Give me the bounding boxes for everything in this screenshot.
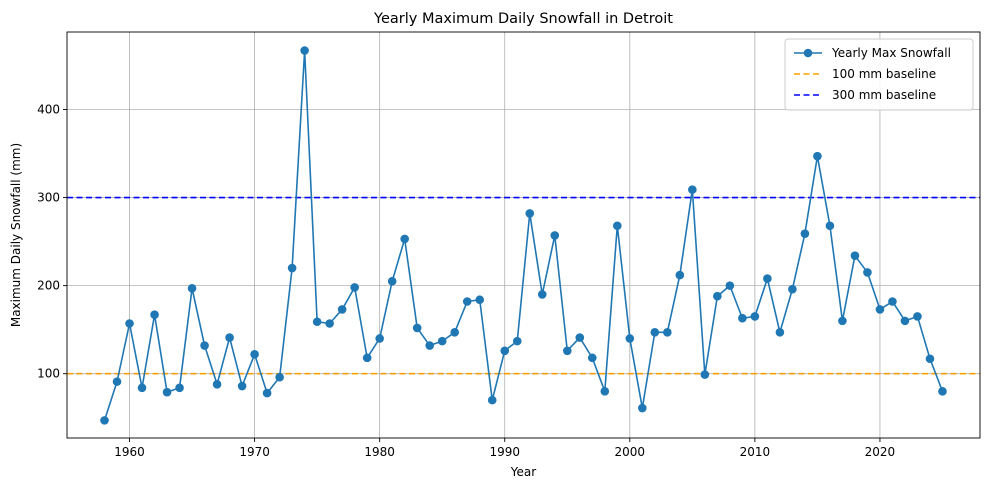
data-point [187,283,197,293]
data-point [850,251,860,260]
y-axis-label: Maximum Daily Snowfall (mm) [9,143,23,327]
data-point [663,328,672,337]
x-tick-label: 1990 [489,445,520,459]
data-point [650,328,660,337]
data-point [362,353,372,363]
data-point [175,383,184,393]
data-point [913,312,922,321]
data-point [750,312,760,321]
data-point [763,274,772,283]
data-point [275,372,284,382]
data-point [500,346,510,356]
data-point [112,377,122,386]
data-point [587,353,597,363]
data-point [575,333,585,342]
data-point [875,305,885,314]
data-point [788,284,797,294]
data-point [237,381,247,391]
data-point [150,310,159,320]
data-point [562,346,572,356]
data-point [312,317,322,327]
legend-label: 100 mm baseline [832,67,936,81]
x-tick-label: 1960 [114,445,145,459]
data-point [713,291,722,301]
data-point [838,316,847,326]
data-point [725,281,735,290]
x-tick-label: 2010 [740,445,771,459]
data-point [825,221,835,231]
data-point [200,341,209,350]
data-point [938,387,947,396]
x-axis-label: Year [510,465,536,479]
data-point [600,387,610,396]
data-point [162,387,172,397]
data-point [525,209,535,218]
data-point [250,350,259,359]
series-line [103,49,944,421]
x-tick-label: 1970 [239,445,270,459]
data-point [900,316,910,326]
y-tick-label: 200 [37,279,60,293]
data-point [775,328,785,337]
data-point [888,297,897,306]
data-point [462,297,472,306]
data-point [100,416,109,425]
y-tick-label: 100 [37,367,60,381]
data-point [287,263,297,273]
y-tick-label: 400 [37,103,60,117]
data-point [675,270,685,280]
data-point [625,334,635,343]
data-point [813,151,822,161]
legend-box [784,38,974,111]
data-point [450,328,460,337]
data-point [425,341,434,350]
legend-label: 300 mm baseline [832,88,936,102]
data-point [212,379,222,389]
data-point [387,276,397,286]
data-point [337,305,347,314]
data-point [125,319,134,328]
data-point [225,333,234,342]
legend-label: Yearly Max Snowfall [831,46,951,60]
data-point [375,334,384,343]
data-point [437,336,447,346]
data-point [863,268,872,277]
data-point [925,354,935,364]
data-point [800,229,810,238]
data-point [412,323,422,333]
x-tick-label: 2020 [865,445,896,459]
data-point [537,290,547,299]
data-point [688,185,697,194]
y-tick-label: 300 [37,191,60,205]
x-tick-label: 2000 [615,445,646,459]
data-point [137,383,147,393]
x-tick-label: 1980 [364,445,395,459]
data-point [550,231,560,240]
data-point [262,388,272,398]
data-point [512,336,522,346]
data-point [638,403,647,413]
axes-frame [66,31,981,439]
data-point [325,319,334,328]
series-markers [100,46,947,425]
data-point [350,283,359,292]
data-point [738,313,747,323]
data-point [300,46,309,55]
legend-swatch-marker [803,48,813,58]
data-point [487,395,497,405]
data-point [400,234,409,244]
data-point [475,295,485,305]
data-point [613,221,622,231]
chart-title: Yearly Maximum Daily Snowfall in Detroit [373,11,673,27]
data-point [700,370,710,379]
legend: Yearly Max Snowfall 100 mm baseline 300 mm… [784,38,974,111]
